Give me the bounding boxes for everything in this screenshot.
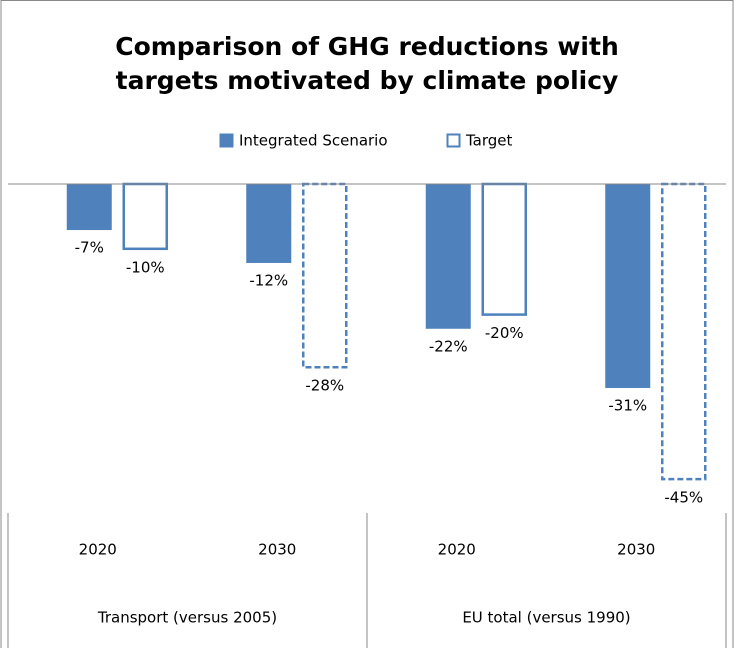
bar: [246, 184, 292, 263]
data-label: -31%: [608, 396, 647, 414]
x-tick-label: 2030: [617, 541, 655, 559]
bar: [66, 184, 112, 231]
data-label: -7%: [75, 239, 104, 257]
bar: [122, 182, 168, 251]
data-label: -22%: [429, 337, 468, 355]
group-label: EU total (versus 1990): [462, 609, 630, 627]
x-tick-label: 2020: [79, 541, 117, 559]
data-label: -28%: [305, 377, 344, 395]
bar: [302, 182, 348, 369]
chart-title: Comparison of GHG reductions with: [115, 32, 619, 61]
bar: [605, 184, 651, 388]
data-label: -12%: [249, 271, 288, 289]
x-tick-label: 2030: [258, 541, 296, 559]
data-label: -45%: [664, 489, 703, 507]
legend-swatch: [446, 133, 461, 148]
legend-label: Integrated Scenario: [239, 132, 388, 150]
group-label: Transport (versus 2005): [97, 609, 277, 627]
data-label: -20%: [485, 324, 524, 342]
x-tick-label: 2020: [438, 541, 476, 559]
legend-swatch: [219, 133, 234, 148]
bar: [661, 182, 707, 481]
data-label: -10%: [126, 258, 165, 276]
legend-label: Target: [465, 132, 513, 150]
bar: [481, 182, 527, 316]
chart-title: targets motivated by climate policy: [116, 66, 619, 95]
bar: [425, 184, 471, 329]
